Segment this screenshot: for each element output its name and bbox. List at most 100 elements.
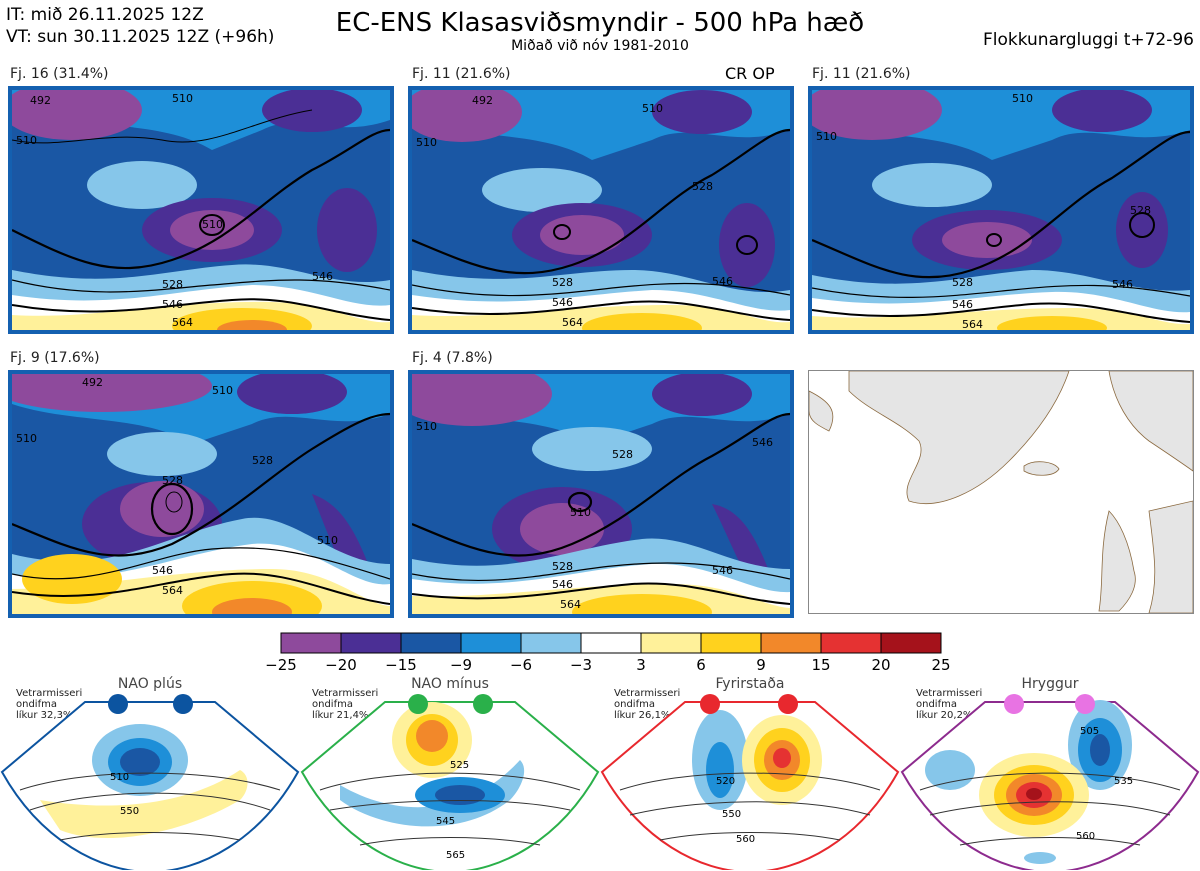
regime-marker	[700, 694, 720, 714]
stat-line: Vetrarmisseri	[916, 688, 983, 699]
contour-label: 560	[1076, 831, 1095, 842]
contour-label: 564	[172, 316, 193, 329]
colorbar-ticks: −25 −20 −15 −9 −6 −3 3 6 9 15 20 25	[260, 656, 960, 676]
colorbar-tick-label: 15	[811, 656, 831, 674]
colorbar-swatch	[820, 632, 882, 654]
colorbar-tick-label: 25	[931, 656, 951, 674]
colorbar-swatch	[700, 632, 762, 654]
stat-line: líkur 26,1%	[614, 710, 671, 721]
colorbar-swatch	[280, 632, 342, 654]
regime-marker	[1075, 694, 1095, 714]
contour-label: 510	[212, 384, 233, 397]
contour-label: 546	[552, 578, 573, 591]
regime-marker	[408, 694, 428, 714]
contour-label: 546	[1112, 278, 1133, 291]
regime-map: 510 550	[0, 694, 300, 870]
regime-title: Hryggur	[1021, 676, 1079, 692]
stat-line: Vetrarmisseri	[614, 688, 681, 699]
cluster-map-3: 510 510 528 528 546 564 546	[808, 86, 1194, 334]
issue-time: IT: mið 26.11.2025 12Z	[6, 5, 204, 25]
regime-stat: Vetrarmisseri ondifma líkur 20,2%	[916, 688, 982, 721]
contour-label: 528	[692, 180, 713, 193]
contour-label: 510	[202, 218, 223, 231]
cluster-map-1: 492 510 510 510 528 546 564 546	[8, 86, 394, 334]
panel-label-5: Fj. 4 (7.8%)	[412, 350, 493, 366]
contour-label: 510	[317, 534, 338, 547]
contour-label: 528	[612, 448, 633, 461]
cluster-map-4: 492 510 510 528 528 546 564 510	[8, 370, 394, 618]
stat-line: líkur 21,4%	[312, 710, 369, 721]
contour-label: 546	[162, 298, 183, 311]
regime-stat: Vetrarmisseri ondifma líkur 21,4%	[312, 688, 378, 721]
panel-tag-cr-op: CR OP	[725, 64, 775, 83]
regime-nao-minus: NAO mínus Vetrarmisseri ondifma líkur 21…	[300, 676, 600, 871]
contour-label: 546	[712, 564, 733, 577]
contour-label: 528	[162, 278, 183, 291]
contour-label: 525	[450, 760, 469, 771]
cluster-map-2-svg: 492 510 510 528 528 546 564 546	[412, 90, 790, 330]
colorbar-tick-label: 20	[871, 656, 891, 674]
colorbar-tick-label: −20	[325, 656, 357, 674]
regime-marker	[778, 694, 798, 714]
contour-label: 520	[716, 776, 735, 787]
cluster-map-3-svg: 510 510 528 528 546 564 546	[812, 90, 1190, 330]
contour-label: 510	[110, 772, 129, 783]
colorbar-swatch	[580, 632, 642, 654]
stat-line: Vetrarmisseri	[16, 688, 83, 699]
stat-line: líkur 32,3%	[16, 710, 73, 721]
contour-label: 492	[82, 376, 103, 389]
stat-line: ondifma	[16, 699, 57, 710]
regime-map: 520 550 560	[600, 694, 900, 870]
colorbar	[280, 632, 942, 654]
contour-label: 510	[570, 506, 591, 519]
contour-label: 546	[552, 296, 573, 309]
contour-label: 564	[560, 598, 581, 611]
contour-label: 528	[1130, 204, 1151, 217]
contour-label: 510	[1012, 92, 1033, 105]
colorbar-tick-label: −9	[449, 656, 473, 674]
panel-label-2: Fj. 11 (21.6%)	[412, 66, 511, 82]
colorbar-swatch	[400, 632, 462, 654]
cluster-map-1-svg: 492 510 510 510 528 546 564 546	[12, 90, 390, 330]
stat-line: ondifma	[614, 699, 655, 710]
contour-label: 510	[816, 130, 837, 143]
cluster-map-5-svg: 510 528 510 528 546 564 546 546	[412, 374, 790, 614]
regime-stat: Vetrarmisseri ondifma líkur 32,3%	[16, 688, 82, 721]
regime-blocking: Fyrirstaða Vetrarmisseri ondifma líkur 2…	[600, 676, 900, 871]
contour-label: 550	[722, 809, 741, 820]
colorbar-tick-label: −6	[509, 656, 533, 674]
colorbar-tick-label: 6	[696, 656, 706, 674]
regime-marker	[173, 694, 193, 714]
contour-label: 546	[152, 564, 173, 577]
page-title: EC-ENS Klasasviðsmyndir - 500 hPa hæð	[335, 8, 865, 38]
panel-label-1: Fj. 16 (31.4%)	[10, 66, 109, 82]
colorbar-tick-label: −25	[265, 656, 297, 674]
contour-label: 528	[552, 276, 573, 289]
regime-title: NAO plús	[117, 676, 183, 692]
regime-map: 525 545 565	[300, 694, 600, 870]
colorbar-swatch	[880, 632, 942, 654]
regime-marker	[473, 694, 493, 714]
regime-marker	[1004, 694, 1024, 714]
contour-label: 546	[712, 275, 733, 288]
contour-label: 546	[952, 298, 973, 311]
contour-label: 510	[416, 136, 437, 149]
colorbar-swatch	[520, 632, 582, 654]
contour-label: 560	[736, 834, 755, 845]
cluster-map-2: 492 510 510 528 528 546 564 546	[408, 86, 794, 334]
page-subtitle: Miðað við nóv 1981-2010	[511, 38, 689, 54]
contour-label: 564	[962, 318, 983, 330]
stat-line: líkur 20,2%	[916, 710, 973, 721]
regime-title: NAO mínus	[411, 676, 489, 692]
cluster-map-4-svg: 492 510 510 528 528 546 564 510	[12, 374, 390, 614]
regime-title: Fyrirstaða	[715, 676, 785, 692]
colorbar-swatch	[640, 632, 702, 654]
regime-nao-plus: NAO plús Vetrarmisseri ondifma líkur 32,…	[0, 676, 300, 871]
panel-label-4: Fj. 9 (17.6%)	[10, 350, 100, 366]
contour-label: 546	[312, 270, 333, 283]
colorbar-swatch	[760, 632, 822, 654]
contour-label: 535	[1114, 776, 1133, 787]
contour-label: 528	[952, 276, 973, 289]
contour-label: 550	[120, 806, 139, 817]
contour-label: 492	[472, 94, 493, 107]
